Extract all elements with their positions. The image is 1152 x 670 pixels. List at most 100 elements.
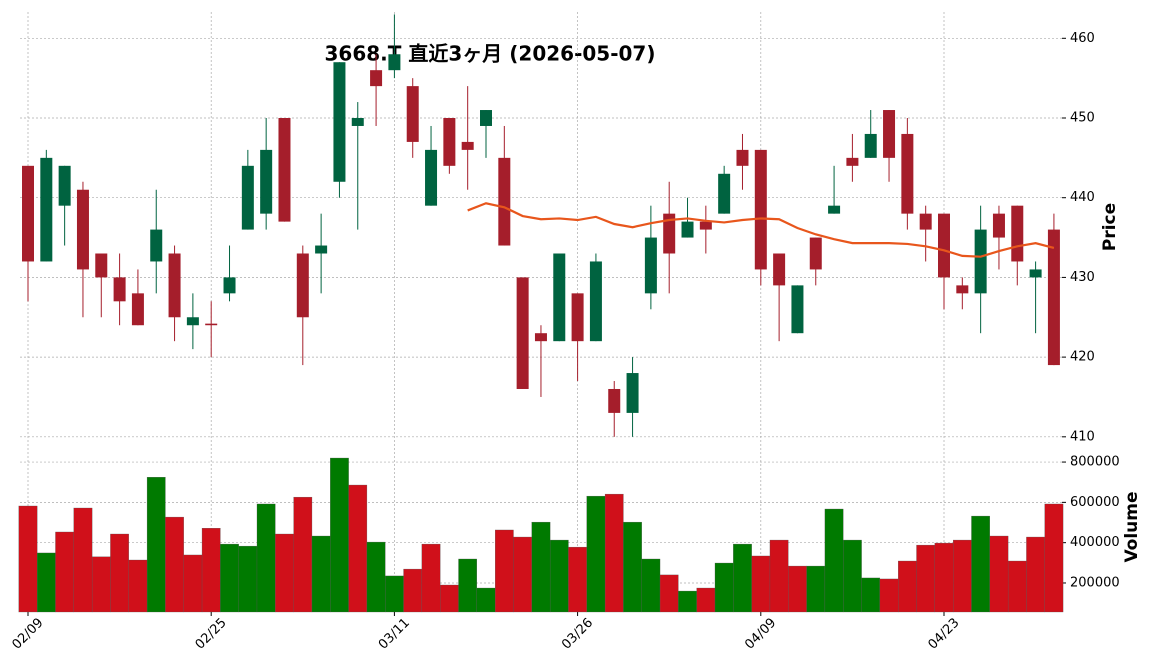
volume-tick-label: 200000 bbox=[1070, 575, 1120, 590]
candle-body bbox=[883, 110, 896, 158]
volume-bar bbox=[293, 496, 313, 613]
candle-body bbox=[205, 323, 218, 326]
volume-bar bbox=[128, 559, 148, 613]
volume-bar bbox=[843, 539, 862, 613]
y-tick-label: 460 bbox=[1070, 31, 1095, 46]
candle-body bbox=[516, 277, 529, 389]
y-tick-label: 430 bbox=[1070, 270, 1095, 285]
volume-bar bbox=[330, 457, 349, 613]
candle-body bbox=[681, 221, 694, 238]
y-tick-label: 420 bbox=[1070, 350, 1095, 365]
candle-body bbox=[553, 253, 566, 342]
x-tick-label: 02/09 bbox=[9, 615, 46, 652]
candle-body bbox=[480, 110, 492, 126]
candle-body bbox=[113, 277, 126, 302]
volume-bar bbox=[348, 484, 368, 613]
candle-body bbox=[22, 165, 34, 262]
y-tick-label: 410 bbox=[1070, 429, 1095, 444]
candle-body bbox=[241, 165, 254, 230]
candle-body bbox=[846, 157, 859, 166]
volume-bar bbox=[733, 543, 752, 613]
candle-body bbox=[919, 213, 932, 230]
volume-bar bbox=[55, 531, 74, 613]
volume-bar bbox=[696, 587, 716, 613]
candle-body bbox=[498, 157, 511, 246]
volume-bar bbox=[513, 536, 532, 613]
volume-bar bbox=[971, 515, 990, 613]
volume-bar bbox=[751, 555, 771, 613]
volume-bar bbox=[989, 535, 1009, 613]
candle-body bbox=[150, 229, 163, 262]
candle-body bbox=[809, 237, 822, 270]
volume-bar bbox=[476, 587, 496, 613]
candle-body bbox=[40, 157, 53, 262]
volume-bar bbox=[861, 577, 881, 613]
x-tick-label: 04/09 bbox=[742, 615, 779, 652]
y-tick-label: 440 bbox=[1070, 190, 1095, 205]
x-tick-label: 03/11 bbox=[376, 615, 413, 652]
candle-body bbox=[1011, 205, 1024, 262]
candle-body bbox=[663, 213, 676, 254]
candle-body bbox=[406, 86, 419, 142]
volume-bar bbox=[385, 575, 404, 613]
volume-bar bbox=[678, 590, 697, 613]
volume-bar bbox=[458, 558, 477, 613]
volume-bar bbox=[110, 533, 129, 613]
volume-bar bbox=[256, 503, 276, 613]
candle-body bbox=[1029, 269, 1042, 278]
candle-body bbox=[736, 149, 749, 166]
candle-body bbox=[791, 285, 804, 334]
candle-body bbox=[186, 317, 199, 326]
volume-bar bbox=[824, 508, 844, 613]
volume-bar bbox=[898, 560, 917, 613]
volume-bar bbox=[788, 565, 807, 613]
volume-bar bbox=[421, 543, 441, 613]
moving-average-line bbox=[467, 202, 1055, 258]
volume-bar bbox=[91, 556, 111, 613]
volume-bar bbox=[18, 505, 38, 613]
candle-body bbox=[773, 253, 786, 286]
candle-body bbox=[992, 213, 1005, 238]
volume-bar bbox=[604, 493, 624, 613]
candle-body bbox=[938, 213, 950, 278]
candle-body bbox=[443, 118, 456, 166]
volume-bar bbox=[806, 565, 826, 613]
candle-body bbox=[864, 133, 877, 158]
volume-bar bbox=[714, 562, 734, 613]
candle-body bbox=[278, 118, 291, 222]
volume-bar bbox=[440, 584, 459, 613]
candle-body bbox=[901, 133, 914, 214]
candle-body bbox=[260, 149, 273, 214]
chart-title: 3668.T 直近3ヶ月 (2026-05-07) bbox=[325, 42, 656, 66]
volume-bar bbox=[37, 552, 56, 613]
y-axis-label: Price bbox=[1100, 203, 1120, 251]
candle-body bbox=[534, 333, 547, 342]
volume-bar bbox=[275, 533, 294, 613]
candle-body bbox=[131, 293, 144, 326]
volume-bar bbox=[769, 539, 789, 613]
candle-body bbox=[370, 70, 383, 87]
volume-bar bbox=[238, 545, 258, 613]
volume-bar bbox=[311, 535, 331, 613]
volume-tick-label: 800000 bbox=[1070, 455, 1120, 470]
candle-body bbox=[644, 237, 657, 294]
candle-body bbox=[95, 253, 108, 278]
volume-bar bbox=[146, 477, 166, 613]
candle-body bbox=[296, 253, 309, 318]
candle-body bbox=[974, 229, 987, 294]
volume-axis-label: Volume bbox=[1122, 491, 1142, 562]
x-tick-label: 02/25 bbox=[193, 615, 230, 652]
volume-tick-label: 400000 bbox=[1070, 535, 1120, 550]
candle-body bbox=[58, 165, 71, 206]
volume-bar bbox=[549, 539, 569, 613]
volume-bar bbox=[201, 528, 221, 613]
candle-body bbox=[828, 205, 841, 214]
volume-bar bbox=[1007, 560, 1027, 613]
candle-body bbox=[315, 245, 328, 254]
candle-body bbox=[223, 277, 236, 294]
volume-bar bbox=[1026, 536, 1045, 613]
candle-body bbox=[168, 253, 181, 318]
x-tick-label: 03/26 bbox=[559, 615, 596, 652]
volume-bar bbox=[531, 521, 551, 613]
